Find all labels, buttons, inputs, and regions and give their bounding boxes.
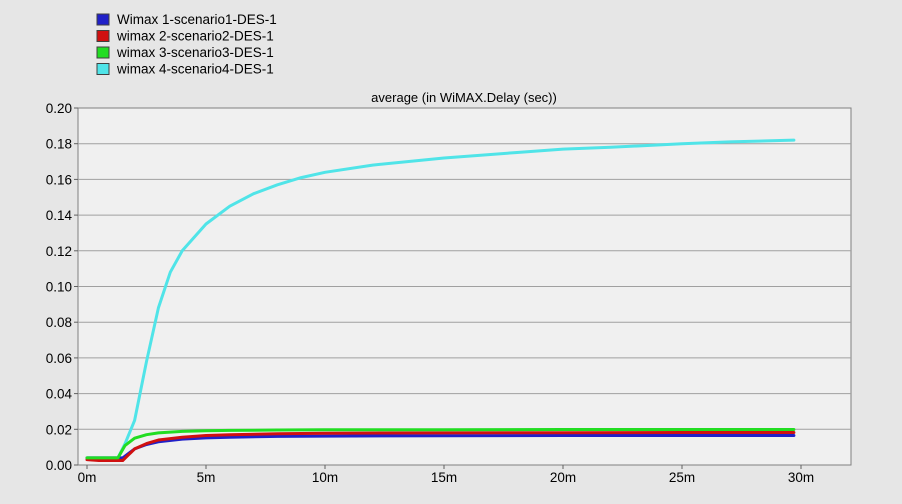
y-tick-label: 0.16: [46, 172, 72, 187]
chart-title: average (in WiMAX.Delay (sec)): [371, 90, 557, 105]
x-tick-label: 30m: [788, 470, 814, 485]
series-line-2: [85, 431, 796, 462]
x-tick-label: 0m: [78, 470, 97, 485]
x-tick-label: 15m: [431, 470, 457, 485]
y-tick-label: 0.00: [46, 458, 72, 473]
legend-swatch: [96, 63, 110, 75]
x-tick-label: 5m: [197, 470, 216, 485]
y-tick-label: 0.20: [46, 101, 72, 116]
legend-label: wimax 4-scenario4-DES-1: [116, 62, 274, 77]
y-tick-label: 0.12: [46, 244, 72, 259]
series-line-3: [85, 428, 796, 460]
y-tick-label: 0.04: [46, 387, 73, 402]
legend-swatch: [96, 30, 110, 42]
x-axis-ticks: 0m 5m 10m 15m 20m 25m 30m: [78, 465, 814, 485]
legend-label: wimax 3-scenario3-DES-1: [116, 45, 274, 60]
x-tick-label: 20m: [550, 470, 576, 485]
x-tick-label: 10m: [312, 470, 338, 485]
y-tick-label: 0.10: [46, 280, 72, 295]
series-line-4: [85, 138, 796, 460]
series-lines: [85, 138, 796, 462]
y-axis-ticks: 0.00 0.02 0.04 0.06 0.08 0.10 0.12 0.14 0.16 0.18…: [46, 101, 78, 473]
y-tick-label: 0.08: [46, 315, 72, 330]
y-tick-label: 0.18: [46, 137, 72, 152]
y-tick-label: 0.14: [46, 208, 73, 223]
legend: Wimax 1-scenario1-DES-1 wimax 2-scenario2…: [96, 12, 277, 77]
x-tick-label: 25m: [669, 470, 695, 485]
y-tick-label: 0.06: [46, 351, 72, 366]
legend-label: Wimax 1-scenario1-DES-1: [117, 12, 277, 27]
legend-swatch: [96, 46, 110, 59]
y-tick-label: 0.02: [46, 422, 72, 437]
legend-swatch: [96, 13, 110, 26]
legend-label: wimax 2-scenario2-DES-1: [116, 29, 274, 44]
